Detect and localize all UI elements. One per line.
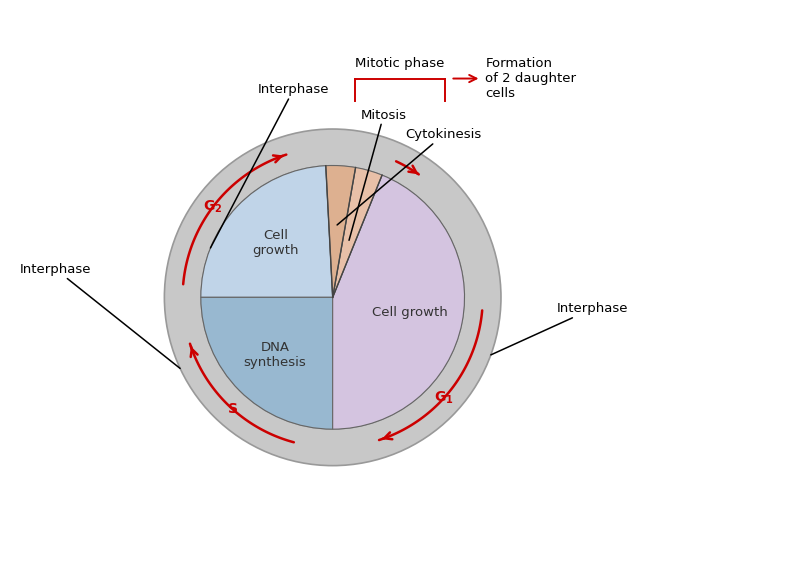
Text: Interphase: Interphase <box>210 83 329 248</box>
Text: DNA
synthesis: DNA synthesis <box>243 341 306 369</box>
Circle shape <box>164 129 501 466</box>
Text: Interphase: Interphase <box>20 263 180 369</box>
Wedge shape <box>201 297 333 429</box>
Text: Cytokinesis: Cytokinesis <box>337 128 482 225</box>
Text: $\mathbf{S}$: $\mathbf{S}$ <box>226 402 238 416</box>
Text: Cell
growth: Cell growth <box>252 229 298 257</box>
Wedge shape <box>333 175 465 429</box>
Text: Cell growth: Cell growth <box>373 306 448 319</box>
Wedge shape <box>326 165 355 297</box>
Text: Mitotic phase: Mitotic phase <box>355 57 445 70</box>
Wedge shape <box>201 165 333 297</box>
Text: $\mathbf{G_1}$: $\mathbf{G_1}$ <box>434 389 454 406</box>
Text: Mitosis: Mitosis <box>349 108 406 240</box>
Wedge shape <box>333 168 382 297</box>
Circle shape <box>201 165 465 429</box>
Text: $\mathbf{G_2}$: $\mathbf{G_2}$ <box>203 199 222 215</box>
Text: Interphase: Interphase <box>491 302 629 355</box>
Text: Formation
of 2 daughter
cells: Formation of 2 daughter cells <box>486 57 576 100</box>
